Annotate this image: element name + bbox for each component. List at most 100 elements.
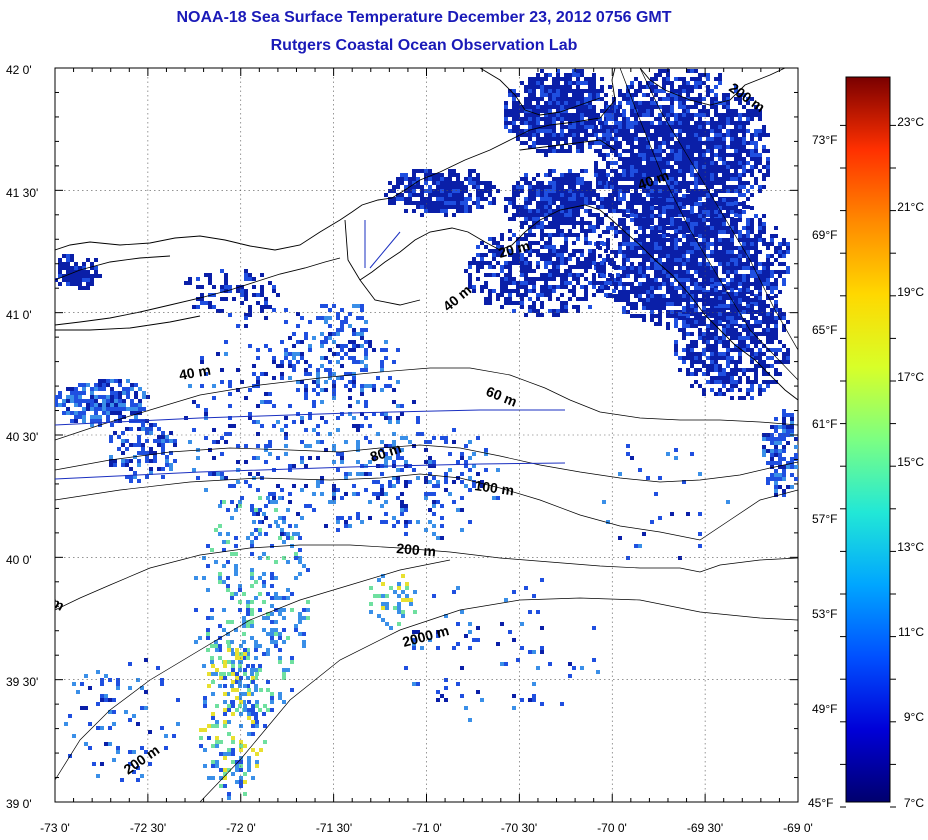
sst-pixel [512, 129, 516, 133]
sst-pixel [702, 133, 706, 137]
sst-pixel [210, 644, 214, 648]
sst-pixel [576, 181, 580, 185]
sst-pixel [556, 113, 560, 117]
sst-pixel [606, 242, 610, 246]
sst-pixel [520, 297, 524, 301]
sst-pixel [722, 340, 726, 344]
sst-pixel [524, 117, 528, 121]
sst-pixel [774, 352, 778, 356]
sst-pixel [220, 476, 224, 480]
sst-pixel [738, 266, 742, 270]
sst-pixel [516, 285, 520, 289]
sst-pixel [718, 320, 722, 324]
sst-pixel [746, 336, 750, 340]
sst-pixel [532, 193, 536, 197]
sst-pixel [352, 356, 356, 360]
sst-pixel [682, 125, 686, 129]
sst-pixel [630, 302, 634, 306]
sst-pixel [726, 376, 730, 380]
sst-pixel [742, 246, 746, 250]
sst-pixel [264, 516, 268, 520]
sst-pixel [654, 133, 658, 137]
sst-pixel [738, 185, 742, 189]
sst-pixel [694, 137, 698, 141]
sst-pixel [614, 254, 618, 258]
sst-pixel [650, 137, 654, 141]
sst-pixel [702, 113, 706, 117]
sst-pixel [173, 459, 177, 463]
sst-pixel [638, 218, 642, 222]
sst-pixel [706, 89, 710, 93]
sst-pixel [662, 149, 666, 153]
sst-pixel [658, 246, 662, 250]
sst-pixel [686, 213, 690, 217]
sst-pixel [698, 332, 702, 336]
sst-pixel [638, 105, 642, 109]
sst-pixel [642, 137, 646, 141]
sst-pixel [718, 177, 722, 181]
sst-pixel [782, 360, 786, 364]
sst-pixel [706, 165, 710, 169]
sst-pixel [572, 117, 576, 121]
sst-pixel [270, 692, 274, 696]
sst-pixel [580, 149, 584, 153]
sst-pixel [690, 133, 694, 137]
sst-pixel [452, 193, 456, 197]
sst-pixel [324, 524, 328, 528]
sst-pixel [520, 185, 524, 189]
sst-pixel [216, 309, 220, 313]
sst-pixel [536, 209, 540, 213]
sst-pixel [750, 384, 754, 388]
sst-pixel [626, 89, 630, 93]
sst-pixel [722, 380, 726, 384]
sst-pixel [588, 265, 592, 269]
sst-pixel [690, 149, 694, 153]
sst-pixel [770, 308, 774, 312]
sst-pixel [694, 360, 698, 364]
sst-pixel [782, 312, 786, 316]
sst-pixel [528, 185, 532, 189]
sst-pixel [576, 265, 580, 269]
sst-pixel [630, 141, 634, 145]
sst-pixel [298, 616, 302, 620]
sst-pixel [706, 356, 710, 360]
sst-pixel [82, 278, 86, 282]
sst-pixel [706, 372, 710, 376]
sst-pixel [274, 640, 278, 644]
sst-pixel [532, 281, 536, 285]
sst-pixel [254, 656, 258, 660]
sst-pixel [70, 399, 74, 403]
sst-pixel [424, 528, 428, 532]
sst-pixel [512, 197, 516, 201]
sst-pixel [630, 165, 634, 169]
sst-pixel [646, 242, 650, 246]
sst-pixel [658, 258, 662, 262]
sst-pixel [352, 328, 356, 332]
sst-pixel [396, 468, 400, 472]
sst-pixel [706, 169, 710, 173]
sst-pixel [256, 472, 260, 476]
sst-pixel [726, 250, 730, 254]
sst-pixel [528, 245, 532, 249]
sst-pixel [282, 520, 286, 524]
sst-pixel [678, 202, 682, 206]
sst-pixel [400, 436, 404, 440]
sst-pixel [396, 181, 400, 185]
sst-pixel [448, 189, 452, 193]
sst-pixel [726, 189, 730, 193]
sst-pixel [702, 282, 706, 286]
sst-pixel [694, 352, 698, 356]
sst-pixel [544, 93, 548, 97]
sst-pixel [674, 97, 678, 101]
sst-pixel [572, 217, 576, 221]
sst-pixel [243, 652, 247, 656]
sst-pixel [622, 109, 626, 113]
sst-pixel [682, 194, 686, 198]
sst-pixel [600, 265, 604, 269]
sst-pixel [302, 644, 306, 648]
sst-pixel [90, 399, 94, 403]
sst-pixel [78, 278, 82, 282]
sst-pixel [596, 217, 600, 221]
sst-pixel [630, 81, 634, 85]
sst-pixel [654, 189, 658, 193]
